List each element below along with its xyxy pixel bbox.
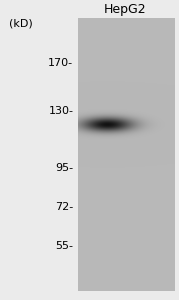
Text: 72-: 72- <box>55 202 73 212</box>
Text: 170-: 170- <box>48 58 73 68</box>
Text: (kD): (kD) <box>9 19 33 29</box>
Text: HepG2: HepG2 <box>104 2 147 16</box>
Text: 95-: 95- <box>55 163 73 173</box>
Text: 55-: 55- <box>55 241 73 251</box>
Text: 130-: 130- <box>48 106 73 116</box>
